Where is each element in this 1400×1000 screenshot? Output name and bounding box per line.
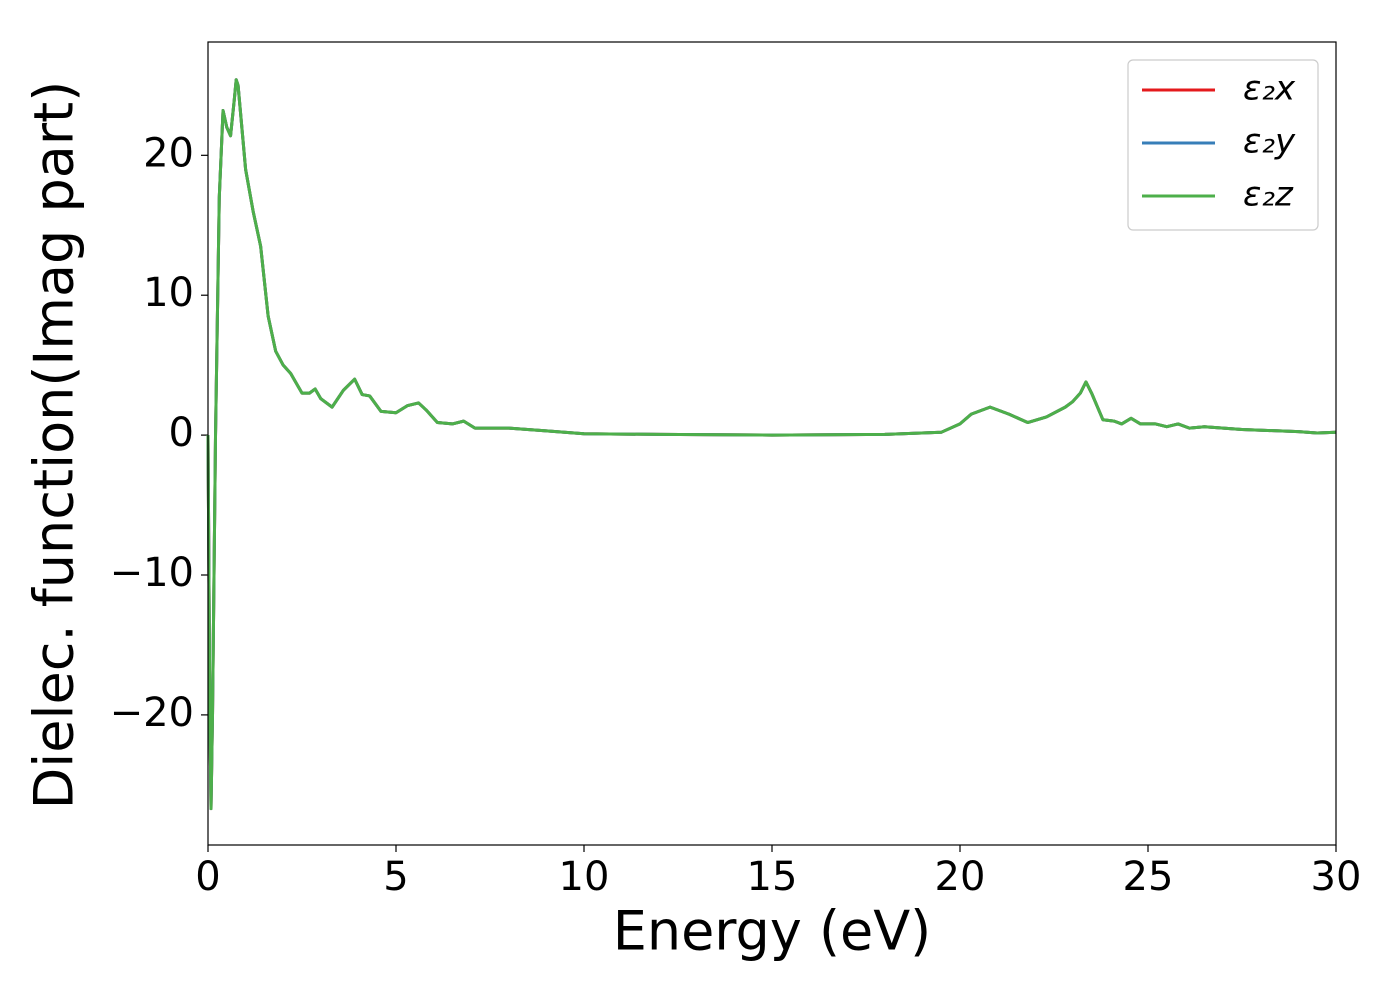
y-tick-label: 20 — [143, 130, 194, 176]
x-tick-label: 30 — [1311, 854, 1362, 900]
y-tick-label: 0 — [169, 410, 194, 456]
legend-box — [1127, 59, 1319, 231]
x-tick-label: 15 — [747, 854, 798, 900]
legend-label: ε₂z — [1243, 175, 1294, 215]
y-tick-label: −10 — [110, 550, 194, 596]
legend-label: ε₂y — [1243, 122, 1296, 162]
plot-frame — [207, 41, 1337, 846]
x-tick-label: 5 — [383, 854, 408, 900]
y-axis-label: Dielec. function(Imag part) — [23, 81, 86, 810]
y-tick-label: −20 — [110, 690, 194, 736]
x-tick-label: 0 — [195, 854, 220, 900]
x-tick-label: 25 — [1123, 854, 1174, 900]
x-tick-label: 10 — [559, 854, 610, 900]
x-tick-label: 20 — [935, 854, 986, 900]
y-tick-label: 10 — [143, 270, 194, 316]
x-axis-label: Energy (eV) — [613, 900, 932, 963]
legend-label: ε₂x — [1243, 69, 1296, 109]
series-line — [206, 78, 1337, 811]
